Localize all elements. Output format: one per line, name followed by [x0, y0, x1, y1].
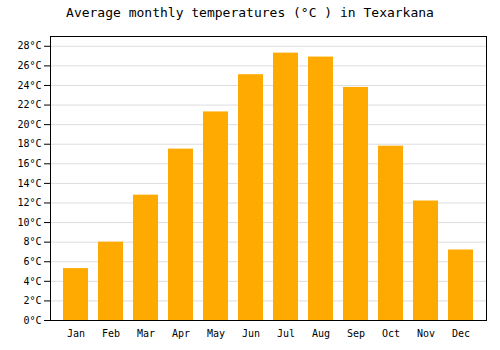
svg-text:14°C: 14°C [17, 178, 41, 189]
svg-text:26°C: 26°C [17, 60, 41, 71]
svg-text:Oct: Oct [382, 328, 400, 339]
svg-text:Aug: Aug [312, 328, 330, 339]
svg-text:16°C: 16°C [17, 158, 41, 169]
svg-text:Nov: Nov [417, 328, 435, 339]
svg-text:2°C: 2°C [23, 295, 41, 306]
svg-text:Apr: Apr [172, 328, 190, 339]
svg-text:12°C: 12°C [17, 197, 41, 208]
svg-text:May: May [207, 328, 225, 339]
html-text:Average monthly temperatures (: Average monthly temperatures (°C ) in Te… [66, 5, 434, 20]
svg-text:Feb: Feb [102, 328, 120, 339]
svg-text:Jan: Jan [67, 328, 85, 339]
svg-text:22°C: 22°C [17, 99, 41, 110]
svg-text:10°C: 10°C [17, 217, 41, 228]
svg-text:6°C: 6°C [23, 256, 41, 267]
svg-text:Dec: Dec [452, 328, 470, 339]
svg-text:28°C: 28°C [17, 40, 41, 51]
svg-text:Jul: Jul [277, 328, 295, 339]
svg-text:0°C: 0°C [23, 315, 41, 326]
svg-text:18°C: 18°C [17, 138, 41, 149]
svg-text:8°C: 8°C [23, 236, 41, 247]
svg-text:20°C: 20°C [17, 119, 41, 130]
svg-text:Mar: Mar [137, 328, 155, 339]
svg-text:Jun: Jun [242, 328, 260, 339]
svg-text:4°C: 4°C [23, 276, 41, 287]
svg-text:24°C: 24°C [17, 80, 41, 91]
svg-text:Sep: Sep [347, 328, 365, 339]
